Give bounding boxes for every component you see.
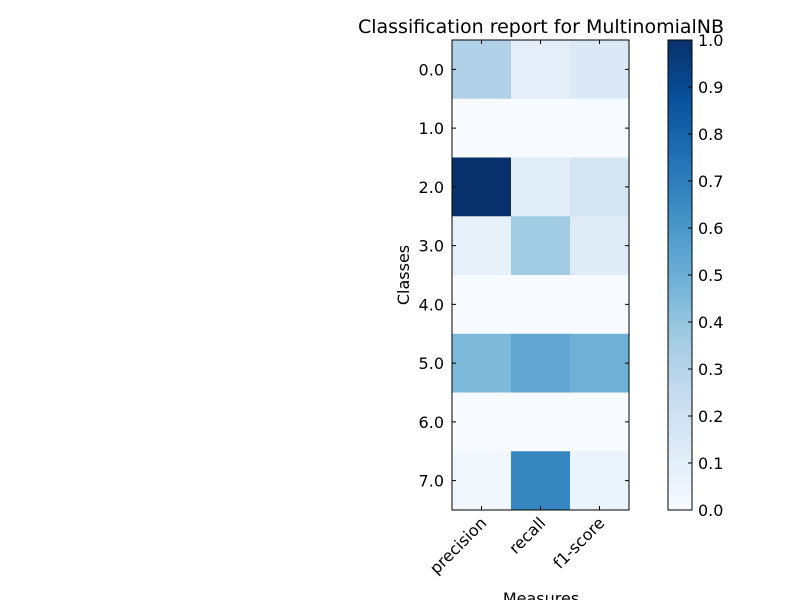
colorbar-tick-label: 0.6 [698,219,723,238]
colorbar-tick-label: 0.2 [698,407,723,426]
heatmap-cell [570,98,630,158]
axis-ticks [452,40,629,510]
y-tick-label: 2.0 [419,178,444,197]
heatmap-cell [452,333,512,393]
y-axis-label: Classes [394,245,413,305]
chart-title: Classification report for MultinomialNB [358,16,724,38]
x-tick-label: precision [426,513,490,577]
y-tick-label: 1.0 [419,119,444,138]
heatmap-cell [570,392,630,452]
colorbar-tick-label: 0.7 [698,172,723,191]
heatmap-cell [511,333,571,393]
y-tick-label: 5.0 [419,354,444,373]
x-tick-label: recall [505,513,549,557]
heatmap-cell [452,275,512,335]
heatmap-cell [452,157,512,217]
heatmap-cell [511,451,571,511]
x-tick-labels: precision recall f1-score [426,513,608,577]
heatmap-cell [511,40,571,100]
heatmap-cell [511,392,571,452]
heatmap-cells [452,40,630,511]
colorbar-tick-label: 0.9 [698,78,723,97]
colorbar-tick-label: 1.0 [698,31,723,50]
heatmap-cell [570,157,630,217]
colorbar-tick-label: 0.4 [698,313,723,332]
heatmap-cell [511,98,571,158]
heatmap-cell [570,216,630,276]
colorbar-tick-label: 0.8 [698,125,723,144]
y-tick-label: 4.0 [419,295,444,314]
colorbar-tick-label: 0.0 [698,501,723,520]
heatmap-cell [570,451,630,511]
x-tick-label: f1-score [549,513,608,572]
heatmap-cell [452,392,512,452]
colorbar-tick-label: 0.5 [698,266,723,285]
y-tick-label: 6.0 [419,413,444,432]
y-tick-labels: 0.0 1.0 2.0 3.0 4.0 5.0 6.0 7.0 [419,60,444,490]
y-tick-label: 3.0 [419,237,444,256]
heatmap-cell [570,275,630,335]
y-tick-label: 7.0 [419,472,444,491]
heatmap-cell [452,98,512,158]
y-tick-label: 0.0 [419,60,444,79]
heatmap-cell [570,40,630,100]
colorbar-ticks: 0.0 0.1 0.2 0.3 0.4 0.5 0.6 0.7 0.8 0.9 1.0 [688,31,723,520]
heatmap-cell [570,333,630,393]
colorbar-tick-label: 0.3 [698,360,723,379]
x-axis-label: Measures [503,589,579,600]
colorbar-tick-label: 0.1 [698,454,723,473]
heatmap-cell [452,451,512,511]
heatmap-cell [511,275,571,335]
heatmap-cell [452,40,512,100]
heatmap-cell [452,216,512,276]
heatmap-cell [511,157,571,217]
heatmap-cell [511,216,571,276]
